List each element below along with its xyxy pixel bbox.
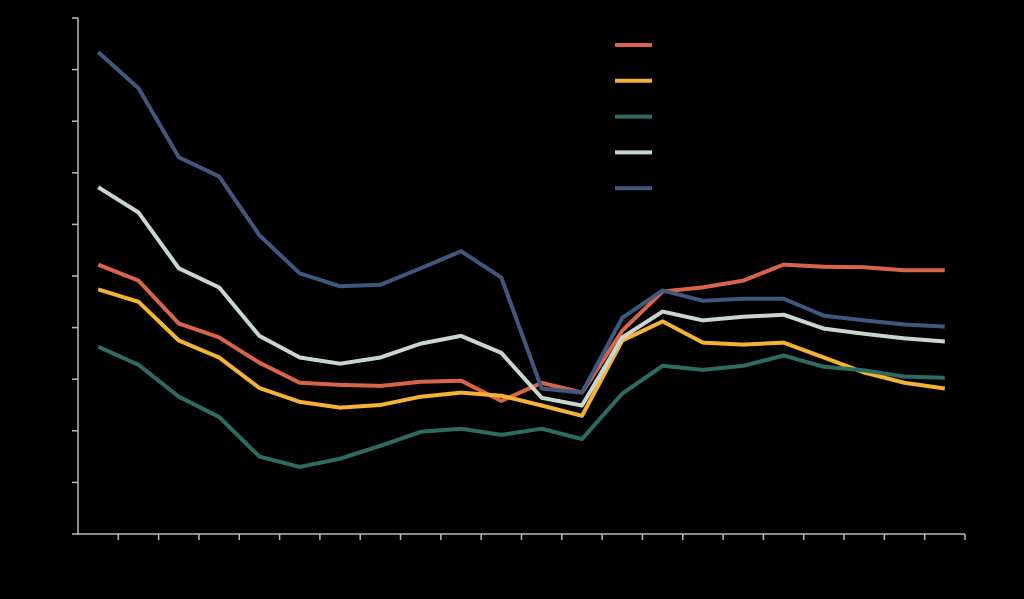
series-line bbox=[97, 185, 945, 408]
series-line bbox=[97, 287, 946, 418]
series-line bbox=[96, 50, 945, 395]
series-line bbox=[97, 262, 945, 403]
series-line bbox=[97, 344, 945, 469]
